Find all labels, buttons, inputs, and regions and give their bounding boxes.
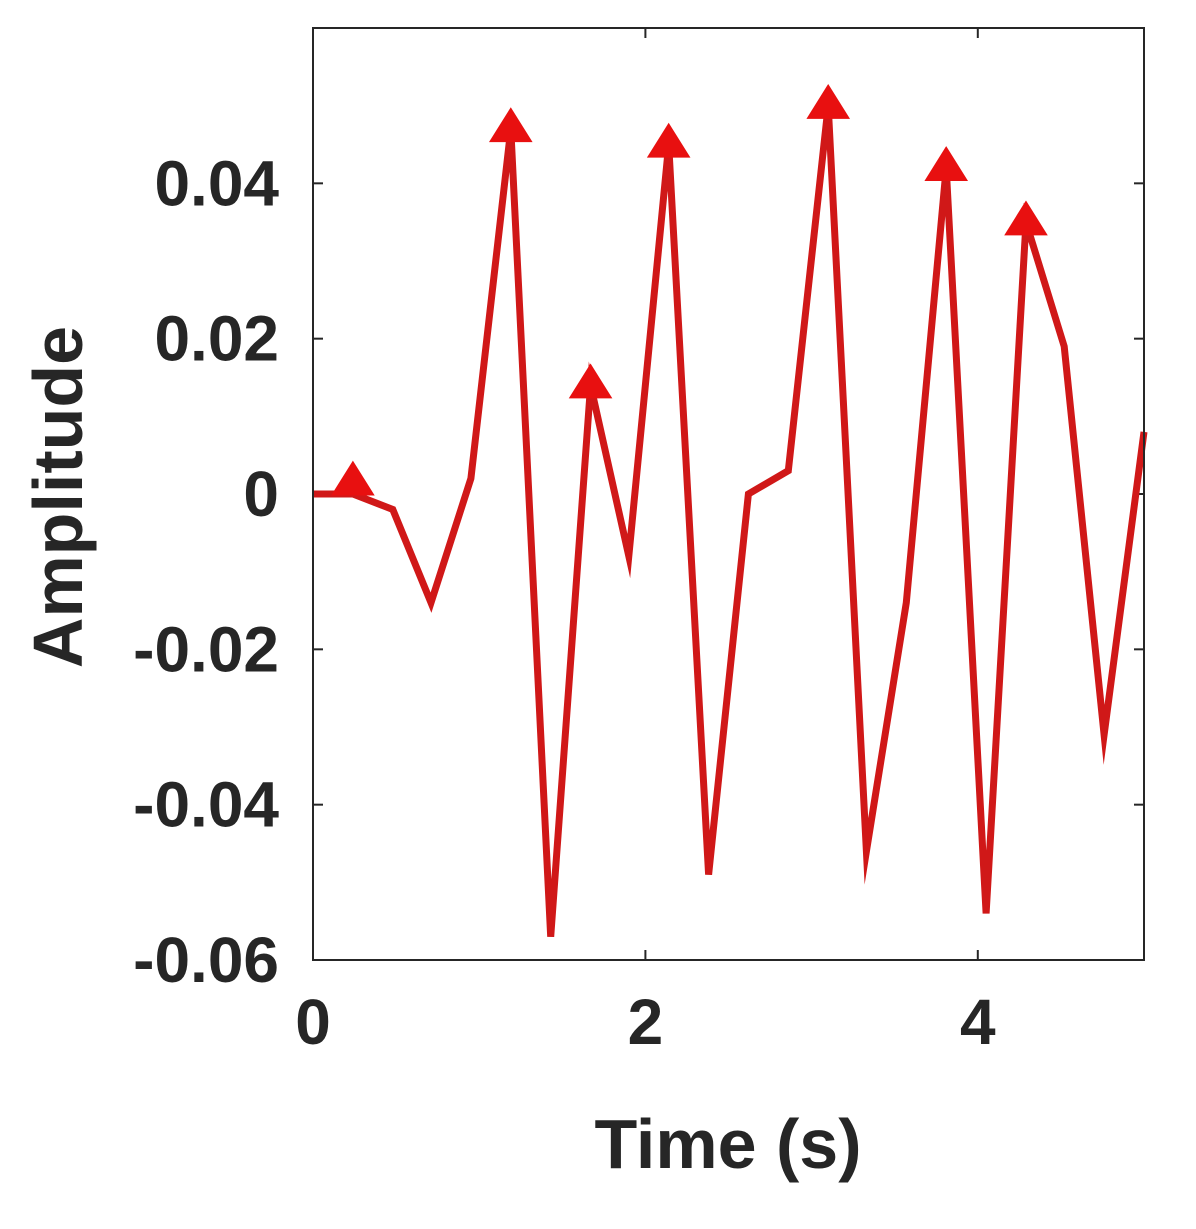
y-tick-label: 0.04	[154, 147, 279, 219]
x-tick-labels: 0 2 4	[295, 986, 996, 1058]
y-tick-label: 0	[243, 458, 279, 530]
peak-marker	[331, 460, 375, 496]
peak-marker	[646, 122, 691, 158]
peak-marker	[924, 146, 969, 181]
y-tick-label: -0.02	[133, 613, 279, 685]
peak-marker	[1004, 200, 1048, 236]
peak-marker	[568, 363, 613, 399]
peak-marker	[488, 107, 533, 143]
series-layer	[313, 83, 1148, 937]
x-tick-label: 2	[628, 986, 664, 1058]
x-tick-label: 4	[960, 986, 996, 1058]
y-axis-label: Amplitude	[19, 326, 97, 668]
y-tick-label: -0.04	[133, 769, 279, 841]
x-axis-label: Time (s)	[594, 1105, 861, 1183]
axis-ticks	[312, 28, 1144, 961]
series-line	[313, 105, 1148, 937]
x-tick-label: 0	[295, 986, 331, 1058]
y-tick-label: -0.06	[133, 924, 279, 996]
y-tick-label: 0.02	[154, 303, 279, 375]
peak-marker	[806, 83, 851, 119]
axes-box	[312, 27, 1145, 961]
y-tick-labels: -0.06 -0.04 -0.02 0 0.02 0.04	[133, 147, 279, 996]
